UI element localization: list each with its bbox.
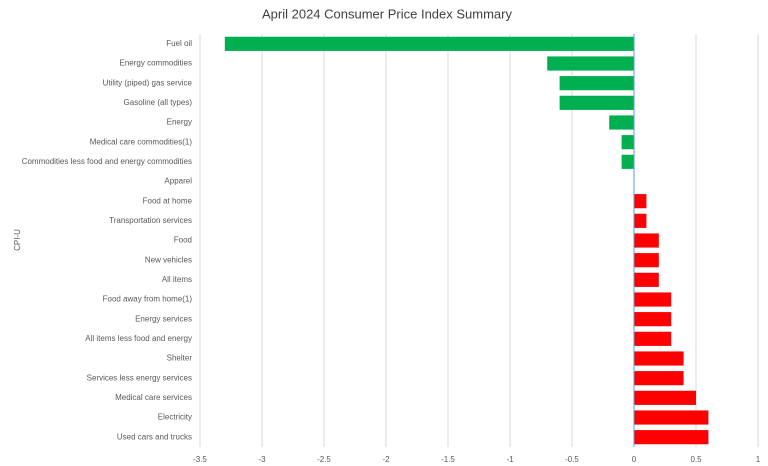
bar bbox=[547, 56, 634, 71]
y-tick-label: Energy services bbox=[135, 314, 192, 323]
y-tick-label: Utility (piped) gas service bbox=[103, 78, 193, 87]
bar bbox=[634, 331, 672, 346]
y-tick-label: Energy bbox=[167, 118, 192, 127]
x-tick-label: -1.5 bbox=[441, 455, 455, 464]
x-tick-label: 1 bbox=[756, 455, 761, 464]
bar bbox=[634, 272, 659, 287]
bar bbox=[634, 430, 709, 445]
bar bbox=[634, 213, 647, 228]
bar bbox=[634, 292, 672, 307]
y-tick-label: Medical care services bbox=[115, 393, 192, 402]
x-tick-label: -1 bbox=[506, 455, 514, 464]
y-tick-label: Food at home bbox=[143, 196, 193, 205]
bar bbox=[634, 351, 684, 366]
y-tick-label: Services less energy services bbox=[87, 373, 192, 382]
bar bbox=[224, 36, 635, 51]
bar bbox=[634, 253, 659, 268]
bar bbox=[559, 95, 634, 110]
y-tick-label: Gasoline (all types) bbox=[124, 98, 193, 107]
chart-title: April 2024 Consumer Price Index Summary bbox=[262, 6, 512, 21]
bar bbox=[621, 154, 634, 169]
x-tick-label: -3.5 bbox=[193, 455, 207, 464]
bar bbox=[634, 312, 672, 327]
x-tick-label: -2.5 bbox=[317, 455, 331, 464]
y-tick-label: Commodities less food and energy commodi… bbox=[22, 157, 192, 166]
y-tick-label: Used cars and trucks bbox=[117, 432, 192, 441]
y-tick-label: Energy commodities bbox=[120, 59, 192, 68]
y-tick-label: All items bbox=[162, 275, 192, 284]
y-tick-label: Fuel oil bbox=[166, 39, 192, 48]
bar bbox=[634, 371, 684, 386]
bar bbox=[609, 115, 634, 130]
bar bbox=[621, 135, 634, 150]
bar bbox=[559, 76, 634, 91]
bar bbox=[634, 194, 647, 209]
y-tick-label: Electricity bbox=[158, 413, 192, 422]
bar bbox=[634, 233, 659, 248]
y-tick-label: Medical care commodities(1) bbox=[90, 137, 193, 146]
y-axis-title: CPI-U bbox=[13, 229, 22, 251]
y-tick-label: Transportation services bbox=[109, 216, 192, 225]
x-tick-label: 0 bbox=[632, 455, 637, 464]
x-tick-label: -0.5 bbox=[565, 455, 579, 464]
y-tick-label: New vehicles bbox=[145, 255, 192, 264]
y-tick-label: All items less food and energy bbox=[85, 334, 192, 343]
y-tick-label: Food away from home(1) bbox=[103, 295, 193, 304]
y-tick-label: Shelter bbox=[167, 354, 193, 363]
bar bbox=[634, 390, 696, 405]
y-tick-label: Food bbox=[174, 236, 192, 245]
x-tick-label: -3 bbox=[258, 455, 266, 464]
y-tick-label: Apparel bbox=[164, 177, 192, 186]
x-tick-label: 0.5 bbox=[690, 455, 702, 464]
bar bbox=[634, 410, 709, 425]
x-tick-label: -2 bbox=[382, 455, 390, 464]
